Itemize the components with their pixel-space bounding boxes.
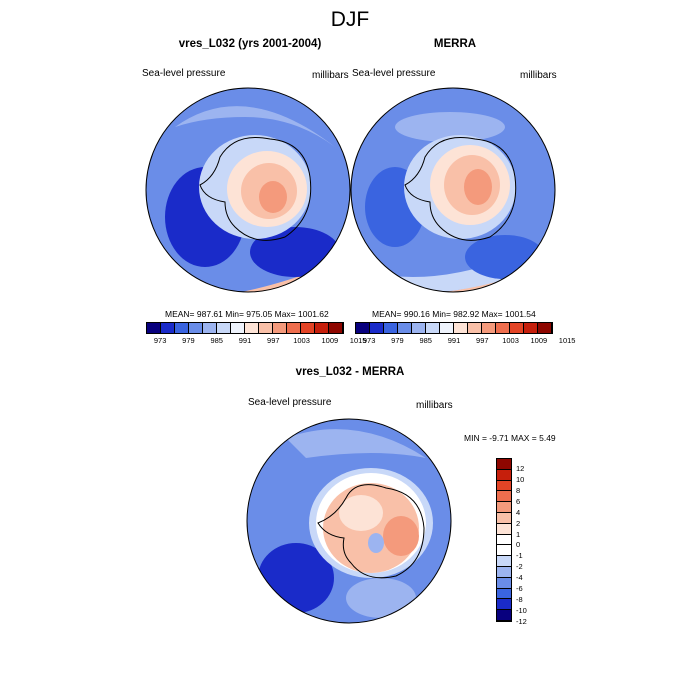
colorbar-swatch <box>524 323 538 333</box>
colorbar-tick-label: -1 <box>516 551 523 561</box>
colorbar-swatch <box>497 469 511 481</box>
colorbar-tick-label: 973 <box>362 336 376 345</box>
colorbar-swatch <box>497 480 511 492</box>
colorbar-swatch <box>482 323 496 333</box>
figure-title: DJF <box>330 8 370 31</box>
colorbar-swatch <box>497 588 511 600</box>
colorbar-tick-label: 985 <box>419 336 432 345</box>
colorbar-swatch <box>454 323 468 333</box>
colorbar-swatch <box>259 323 273 333</box>
panel-3-colorbar <box>496 458 512 622</box>
colorbar-tick-label: -12 <box>516 617 527 626</box>
colorbar-swatch <box>245 323 259 333</box>
colorbar-swatch <box>497 512 511 524</box>
colorbar-swatch <box>273 323 287 333</box>
panel-3-units-label: millibars <box>416 400 453 411</box>
panel-3-map <box>246 418 452 624</box>
colorbar-swatch <box>384 323 398 333</box>
colorbar-swatch <box>398 323 412 333</box>
colorbar-swatch <box>356 323 370 333</box>
colorbar-tick-label: -10 <box>516 606 527 616</box>
colorbar-swatch <box>497 566 511 578</box>
colorbar-swatch <box>497 577 511 589</box>
panel-3-variable-label: Sea-level pressure <box>248 397 332 408</box>
colorbar-tick-label: 4 <box>516 507 521 517</box>
colorbar-tick-label: 991 <box>447 336 461 345</box>
colorbar-swatch <box>440 323 454 333</box>
colorbar-tick-label: 1015 <box>349 336 367 345</box>
colorbar-tick-label: 979 <box>182 336 195 345</box>
colorbar-swatch <box>468 323 482 333</box>
colorbar-tick-label: -6 <box>516 584 523 594</box>
colorbar-swatch <box>231 323 245 333</box>
panel-1-title: vres_L032 (yrs 2001-2004) <box>178 38 322 50</box>
colorbar-swatch <box>203 323 217 333</box>
colorbar-tick-label: 1 <box>516 529 521 539</box>
colorbar-tick-label: -4 <box>516 573 523 583</box>
colorbar-tick-label: 1009 <box>530 336 548 345</box>
panel-1-units-label: millibars <box>312 70 349 81</box>
colorbar-swatch <box>175 323 189 333</box>
panel-3-stats: MIN = -9.71 MAX = 5.49 <box>464 433 556 443</box>
colorbar-swatch <box>538 323 552 333</box>
colorbar-tick-label: 8 <box>516 485 521 495</box>
colorbar-tick-label: -2 <box>516 562 523 572</box>
panel-2-stats: MEAN= 990.16 Min= 982.92 Max= 1001.54 <box>372 309 536 319</box>
colorbar-swatch <box>301 323 315 333</box>
panel-3-title: vres_L032 - MERRA <box>295 366 405 378</box>
colorbar-swatch <box>329 323 343 333</box>
panel-1-colorbar <box>146 322 344 334</box>
colorbar-swatch <box>497 502 511 513</box>
colorbar-swatch <box>315 323 329 333</box>
colorbar-swatch <box>497 534 511 546</box>
colorbar-tick-label: 2 <box>516 518 521 528</box>
colorbar-tick-label: 973 <box>153 336 167 345</box>
panel-2-variable-label: Sea-level pressure <box>352 68 436 79</box>
colorbar-tick-label: 991 <box>238 336 252 345</box>
colorbar-tick-label: 0 <box>516 540 521 550</box>
panel-2-title: MERRA <box>433 38 477 50</box>
colorbar-swatch <box>497 545 511 557</box>
colorbar-swatch <box>147 323 161 333</box>
panel-1-variable-label: Sea-level pressure <box>142 68 226 79</box>
panel-2-units-label: millibars <box>520 70 557 81</box>
colorbar-tick-label: 997 <box>267 336 280 345</box>
panel-2-map <box>350 87 556 293</box>
colorbar-swatch <box>497 491 511 503</box>
colorbar-swatch <box>161 323 175 333</box>
colorbar-swatch <box>217 323 231 333</box>
colorbar-swatch <box>287 323 301 333</box>
colorbar-swatch <box>497 523 511 535</box>
colorbar-swatch <box>497 610 511 621</box>
colorbar-swatch <box>496 323 510 333</box>
colorbar-swatch <box>497 599 511 611</box>
colorbar-tick-label: 12 <box>516 463 525 473</box>
panel-1-stats: MEAN= 987.61 Min= 975.05 Max= 1001.62 <box>165 309 329 319</box>
panel-2-colorbar <box>355 322 553 334</box>
colorbar-tick-label: 10 <box>516 474 525 484</box>
colorbar-tick-label: 985 <box>210 336 223 345</box>
colorbar-swatch <box>412 323 426 333</box>
colorbar-tick-label: 6 <box>516 496 521 506</box>
colorbar-tick-label: 1003 <box>502 336 519 345</box>
colorbar-tick-label: 997 <box>476 336 489 345</box>
colorbar-tick-label: 979 <box>391 336 404 345</box>
colorbar-tick-label: -8 <box>516 595 523 605</box>
colorbar-swatch <box>426 323 440 333</box>
colorbar-tick-label: 1003 <box>293 336 310 345</box>
colorbar-tick-label: 1009 <box>321 336 339 345</box>
colorbar-tick-label: 1015 <box>558 336 576 345</box>
colorbar-swatch <box>497 556 511 567</box>
colorbar-swatch <box>189 323 203 333</box>
colorbar-swatch <box>510 323 524 333</box>
panel-1-map <box>145 87 351 293</box>
colorbar-swatch <box>370 323 384 333</box>
colorbar-swatch <box>497 459 511 470</box>
